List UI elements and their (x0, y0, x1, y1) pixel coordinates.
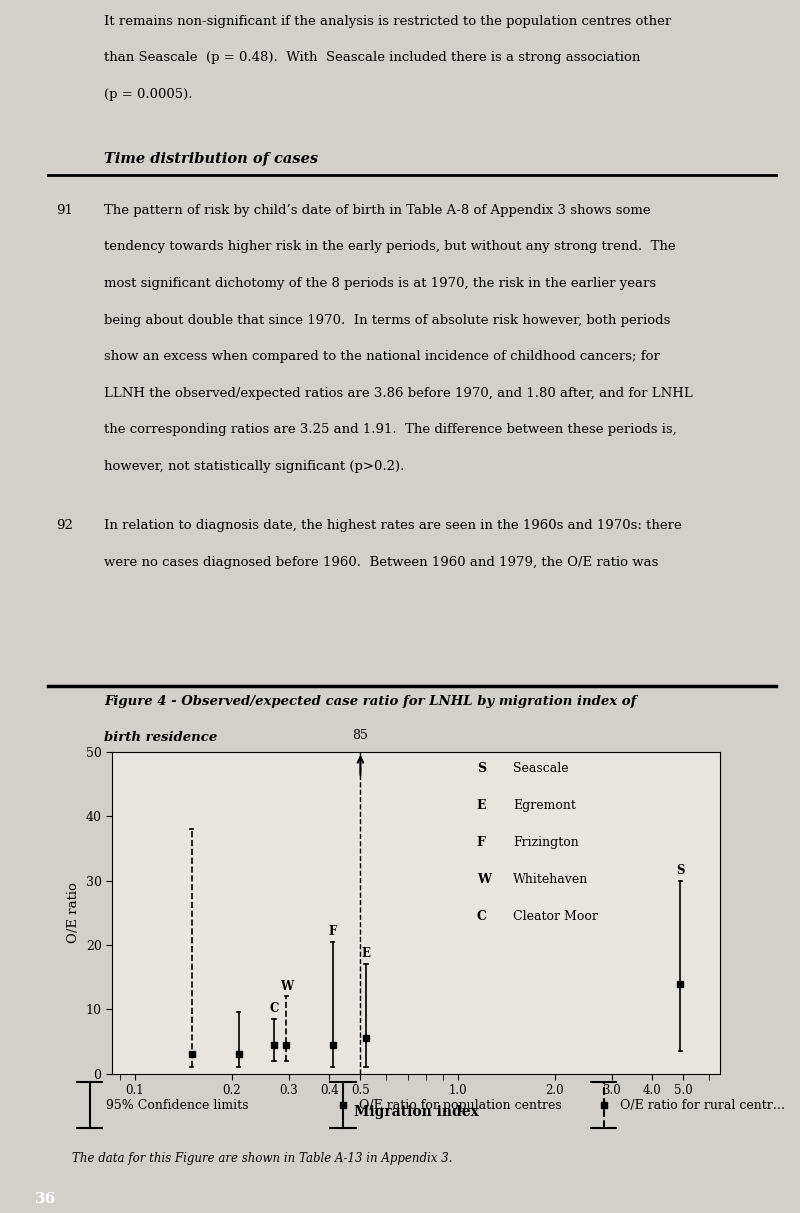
Text: Whitehaven: Whitehaven (514, 872, 589, 885)
Text: In relation to diagnosis date, the highest rates are seen in the 1960s and 1970s: In relation to diagnosis date, the highe… (104, 519, 682, 533)
Text: Seascale: Seascale (514, 762, 569, 775)
Text: most significant dichotomy of the 8 periods is at 1970, the risk in the earlier : most significant dichotomy of the 8 peri… (104, 277, 656, 290)
Text: show an excess when compared to the national incidence of childhood cancers; for: show an excess when compared to the nati… (104, 351, 660, 363)
Text: (p = 0.0005).: (p = 0.0005). (104, 87, 193, 101)
Text: E: E (362, 947, 370, 961)
Text: Cleator Moor: Cleator Moor (514, 910, 598, 923)
Text: It remains non-significant if the analysis is restricted to the population centr: It remains non-significant if the analys… (104, 15, 671, 28)
Text: Egremont: Egremont (514, 798, 576, 811)
Text: O/E ratio for rural centr…: O/E ratio for rural centr… (620, 1099, 785, 1111)
Text: birth residence: birth residence (104, 731, 218, 744)
Text: Time distribution of cases: Time distribution of cases (104, 152, 318, 165)
Text: W: W (477, 872, 491, 885)
Text: The pattern of risk by child’s date of birth in Table A-8 of Appendix 3 shows so: The pattern of risk by child’s date of b… (104, 204, 650, 217)
Text: LLNH the observed/expected ratios are 3.86 before 1970, and 1.80 after, and for : LLNH the observed/expected ratios are 3.… (104, 387, 693, 400)
Text: were no cases diagnosed before 1960.  Between 1960 and 1979, the O/E ratio was: were no cases diagnosed before 1960. Bet… (104, 556, 658, 569)
Text: than Seascale  (p = 0.48).  With  Seascale included there is a strong associatio: than Seascale (p = 0.48). With Seascale … (104, 51, 640, 64)
Text: F: F (329, 924, 337, 938)
Text: C: C (270, 1002, 278, 1015)
Text: S: S (477, 762, 486, 775)
Text: tendency towards higher risk in the early periods, but without any strong trend.: tendency towards higher risk in the earl… (104, 240, 676, 254)
Text: Frizington: Frizington (514, 836, 579, 849)
Text: S: S (676, 864, 685, 877)
Text: 95% Confidence limits: 95% Confidence limits (106, 1099, 248, 1111)
Text: 92: 92 (56, 519, 73, 533)
Y-axis label: O/E ratio: O/E ratio (67, 882, 80, 944)
Text: 85: 85 (353, 729, 368, 742)
Text: W: W (280, 980, 293, 992)
Text: however, not statistically significant (p>0.2).: however, not statistically significant (… (104, 460, 404, 473)
Text: 91: 91 (56, 204, 73, 217)
Text: the corresponding ratios are 3.25 and 1.91.  The difference between these period: the corresponding ratios are 3.25 and 1.… (104, 423, 677, 437)
Text: E: E (477, 798, 486, 811)
Text: being about double that since 1970.  In terms of absolute risk however, both per: being about double that since 1970. In t… (104, 314, 670, 326)
Text: 36: 36 (35, 1191, 57, 1206)
Text: C: C (477, 910, 486, 923)
Text: Figure 4 - Observed/expected case ratio for LNHL by migration index of: Figure 4 - Observed/expected case ratio … (104, 695, 636, 707)
Text: The data for this Figure are shown in Table A-13 in Appendix 3.: The data for this Figure are shown in Ta… (72, 1152, 452, 1164)
Text: O/E ratio for population centres: O/E ratio for population centres (359, 1099, 562, 1111)
Text: F: F (477, 836, 486, 849)
X-axis label: Migration index: Migration index (354, 1105, 478, 1120)
